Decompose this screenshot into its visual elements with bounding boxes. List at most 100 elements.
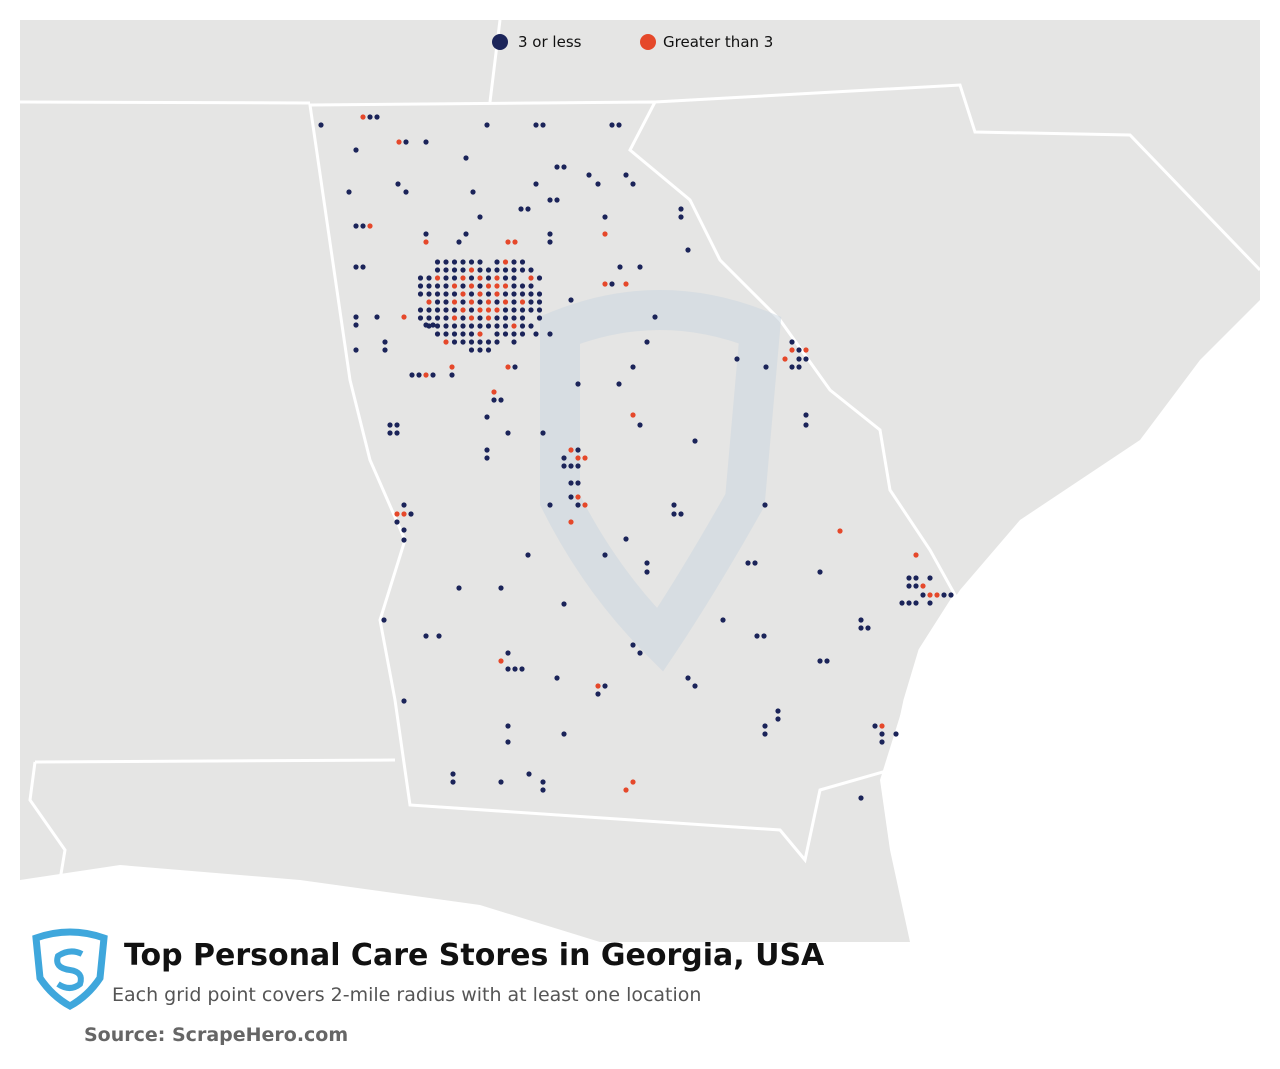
- grid-point: [498, 658, 504, 664]
- grid-point: [824, 658, 830, 664]
- grid-point: [526, 771, 532, 777]
- grid-point: [602, 683, 608, 689]
- grid-point: [554, 164, 560, 170]
- grid-point: [533, 181, 539, 187]
- grid-point: [374, 114, 380, 120]
- grid-point: [498, 585, 504, 591]
- grid-point: [837, 528, 843, 534]
- grid-point: [906, 600, 912, 606]
- grid-point: [460, 291, 466, 297]
- grid-point: [913, 552, 919, 558]
- grid-point: [451, 323, 458, 329]
- grid-point: [692, 438, 698, 444]
- grid-point: [430, 322, 436, 328]
- grid-point: [353, 314, 359, 320]
- grid-point: [396, 139, 402, 145]
- grid-point: [423, 139, 429, 145]
- grid-point: [485, 299, 492, 305]
- grid-point: [409, 372, 415, 378]
- grid-point: [554, 675, 560, 681]
- grid-point: [485, 275, 492, 281]
- grid-point: [451, 315, 458, 321]
- grid-point: [485, 307, 492, 313]
- grid-point: [511, 299, 517, 305]
- grid-point: [568, 447, 574, 453]
- grid-point: [434, 307, 441, 313]
- grid-point: [595, 683, 601, 689]
- grid-point: [494, 275, 500, 281]
- grid-point: [678, 511, 684, 517]
- grid-point: [761, 633, 767, 639]
- grid-point: [511, 275, 517, 281]
- grid-point: [353, 322, 359, 328]
- grid-point: [434, 315, 441, 321]
- grid-point: [623, 172, 629, 178]
- grid-point: [528, 267, 534, 273]
- grid-point: [485, 339, 492, 345]
- grid-point: [595, 181, 601, 187]
- grid-point: [443, 259, 449, 265]
- grid-point: [443, 323, 449, 329]
- grid-point: [494, 291, 500, 297]
- grid-point: [913, 575, 919, 581]
- grid-point: [920, 592, 926, 598]
- grid-point: [752, 560, 758, 566]
- grid-point: [934, 592, 940, 598]
- legend-label: 3 or less: [518, 33, 582, 51]
- grid-point: [401, 698, 407, 704]
- grid-point: [502, 275, 509, 281]
- grid-point: [803, 422, 809, 428]
- grid-point: [502, 259, 509, 265]
- grid-point: [468, 259, 475, 265]
- grid-point: [477, 267, 483, 273]
- grid-point: [485, 323, 492, 329]
- grid-point: [547, 197, 553, 203]
- grid-point: [423, 231, 429, 237]
- grid-point: [893, 731, 899, 737]
- grid-point: [754, 633, 760, 639]
- grid-point: [511, 291, 517, 297]
- grid-point: [575, 455, 581, 461]
- grid-point: [477, 214, 483, 220]
- grid-point: [630, 181, 636, 187]
- grid-point: [463, 231, 469, 237]
- grid-point: [941, 592, 947, 598]
- grid-point: [494, 307, 500, 313]
- grid-point: [417, 275, 424, 281]
- grid-point: [460, 267, 466, 273]
- grid-point: [616, 381, 622, 387]
- grid-point: [865, 625, 871, 631]
- grid-point: [511, 315, 517, 321]
- grid-point: [536, 307, 543, 313]
- grid-point: [528, 275, 534, 281]
- grid-point: [477, 307, 483, 313]
- grid-point: [734, 356, 740, 362]
- grid-point: [434, 323, 441, 329]
- grid-point: [417, 291, 424, 297]
- grid-point: [451, 339, 458, 345]
- grid-point: [502, 299, 509, 305]
- grid-point: [451, 283, 458, 289]
- grid-point: [374, 314, 380, 320]
- dots: [318, 114, 954, 801]
- grid-point: [511, 267, 517, 273]
- grid-point: [434, 331, 441, 337]
- grid-point: [561, 455, 567, 461]
- grid-point: [434, 291, 441, 297]
- grid-point: [519, 331, 526, 337]
- grid-point: [519, 666, 525, 672]
- grid-point: [426, 315, 432, 321]
- grid-point: [401, 314, 407, 320]
- grid-point: [637, 264, 643, 270]
- grid-point: [449, 364, 455, 370]
- grid-point: [426, 291, 432, 297]
- grid-point: [502, 331, 509, 337]
- grid-point: [858, 625, 864, 631]
- grid-point: [460, 259, 466, 265]
- grid-point: [387, 422, 393, 428]
- grid-point: [403, 189, 409, 195]
- grid-point: [586, 172, 592, 178]
- grid-point: [511, 307, 517, 313]
- grid-point: [417, 283, 424, 289]
